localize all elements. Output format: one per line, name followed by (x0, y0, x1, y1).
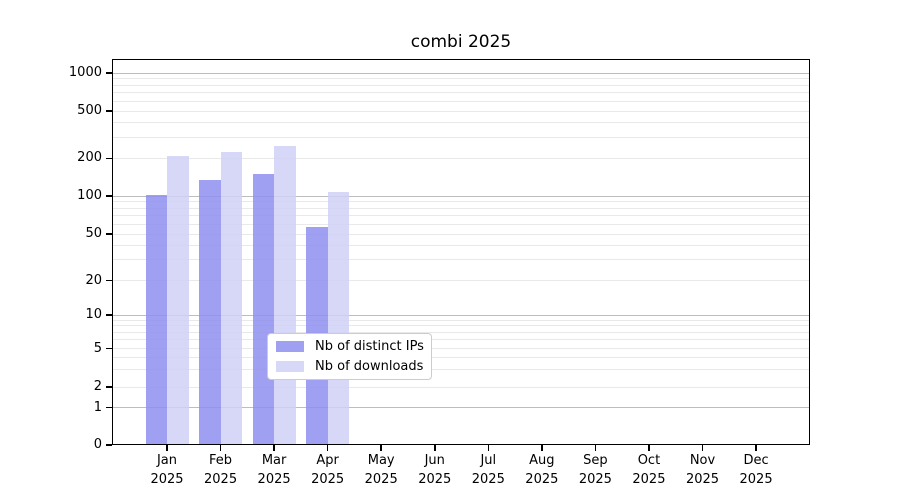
x-tick-mark (648, 445, 650, 451)
x-tick-label: Jan 2025 (150, 453, 184, 487)
x-tick-mark (701, 445, 704, 451)
x-tick-label: Feb 2025 (204, 453, 238, 487)
legend-swatch-downloads (276, 361, 304, 372)
y-tick-label: 1 (93, 399, 102, 415)
y-tick-mark (105, 157, 112, 160)
y-tick-mark (105, 386, 112, 388)
gridline-minor (112, 325, 810, 327)
x-tick-mark (166, 445, 168, 451)
gridline-major (112, 407, 810, 408)
bar-distinct-ips (145, 195, 167, 445)
legend: Nb of distinct IPs Nb of downloads (267, 333, 432, 380)
gridline-minor (112, 280, 810, 281)
x-tick-label: Sep 2025 (578, 453, 612, 487)
y-tick-mark (105, 314, 112, 316)
x-tick-label: Mar 2025 (257, 453, 291, 487)
gridline-minor (112, 110, 810, 112)
gridline-minor (112, 136, 810, 138)
bar-downloads (274, 145, 296, 445)
gridline-minor (112, 319, 810, 321)
gridline-minor (112, 259, 810, 261)
gridline-minor (112, 78, 810, 80)
y-tick-mark (105, 406, 112, 409)
x-tick-mark (541, 445, 543, 451)
x-tick-mark (219, 445, 222, 451)
x-tick-mark (594, 445, 597, 451)
y-tick-label: 20 (85, 272, 102, 288)
y-tick-mark (105, 195, 112, 197)
gridline-major (112, 72, 810, 74)
y-tick-mark (105, 110, 112, 112)
y-tick-label: 10 (85, 307, 102, 322)
bar-distinct-ips (252, 173, 275, 445)
legend-item-downloads: Nb of downloads (268, 358, 431, 376)
gridline-minor (112, 207, 810, 209)
y-tick-label: 1000 (68, 65, 102, 80)
gridline-minor (112, 223, 810, 225)
gridline-major (112, 195, 810, 197)
x-tick-mark (380, 445, 382, 451)
gridline-minor (112, 122, 810, 124)
x-tick-label: Jul 2025 (471, 453, 505, 487)
y-tick-label: 100 (77, 188, 102, 203)
gridline-minor (112, 369, 810, 371)
gridline-minor (112, 348, 810, 349)
x-tick-label: Nov 2025 (685, 453, 720, 487)
legend-label-downloads: Nb of downloads (315, 358, 424, 374)
gridline-minor (112, 100, 810, 102)
gridline-minor (112, 386, 810, 388)
y-tick-label: 500 (77, 103, 102, 118)
gridline-minor (112, 201, 810, 203)
x-tick-label: Oct 2025 (632, 453, 666, 487)
y-tick-mark (105, 347, 112, 350)
y-tick-label: 200 (77, 150, 102, 166)
legend-item-distinct-ips: Nb of distinct IPs (268, 338, 431, 356)
x-tick-mark (487, 445, 490, 451)
bar-distinct-ips (199, 179, 221, 445)
x-tick-label: Jun 2025 (418, 453, 452, 487)
y-tick-mark (105, 72, 112, 74)
gridline-minor (112, 233, 810, 235)
x-tick-mark (273, 445, 275, 451)
y-tick-label: 5 (93, 340, 102, 356)
legend-swatch-distinct-ips (276, 341, 304, 352)
x-tick-label: Dec 2025 (739, 453, 773, 487)
bar-downloads (167, 155, 189, 445)
gridline-major (112, 314, 810, 316)
y-tick-mark (105, 444, 112, 446)
gridline-minor (112, 331, 810, 333)
gridline-minor (112, 157, 810, 159)
x-tick-mark (326, 445, 329, 451)
gridline-minor (112, 244, 810, 246)
plot-area (112, 59, 810, 445)
gridline-minor (112, 215, 810, 217)
gridline-minor (112, 92, 810, 94)
bar-downloads (327, 191, 350, 445)
legend-label-distinct-ips: Nb of distinct IPs (315, 338, 424, 354)
x-tick-label: Aug 2025 (525, 453, 559, 487)
x-tick-label: Apr 2025 (311, 453, 345, 487)
x-tick-mark (755, 445, 757, 451)
y-tick-mark (105, 279, 112, 282)
y-tick-label: 50 (85, 226, 102, 241)
chart-title: combi 2025 (410, 32, 512, 52)
gridline-minor (112, 339, 810, 341)
y-tick-label: 0 (93, 437, 102, 452)
bar-downloads (220, 152, 243, 445)
gridline-minor (112, 84, 810, 86)
y-tick-mark (105, 233, 112, 235)
x-tick-label: May 2025 (364, 453, 398, 487)
y-tick-label: 2 (93, 379, 102, 394)
x-tick-mark (433, 445, 436, 451)
gridline-minor (112, 357, 810, 359)
